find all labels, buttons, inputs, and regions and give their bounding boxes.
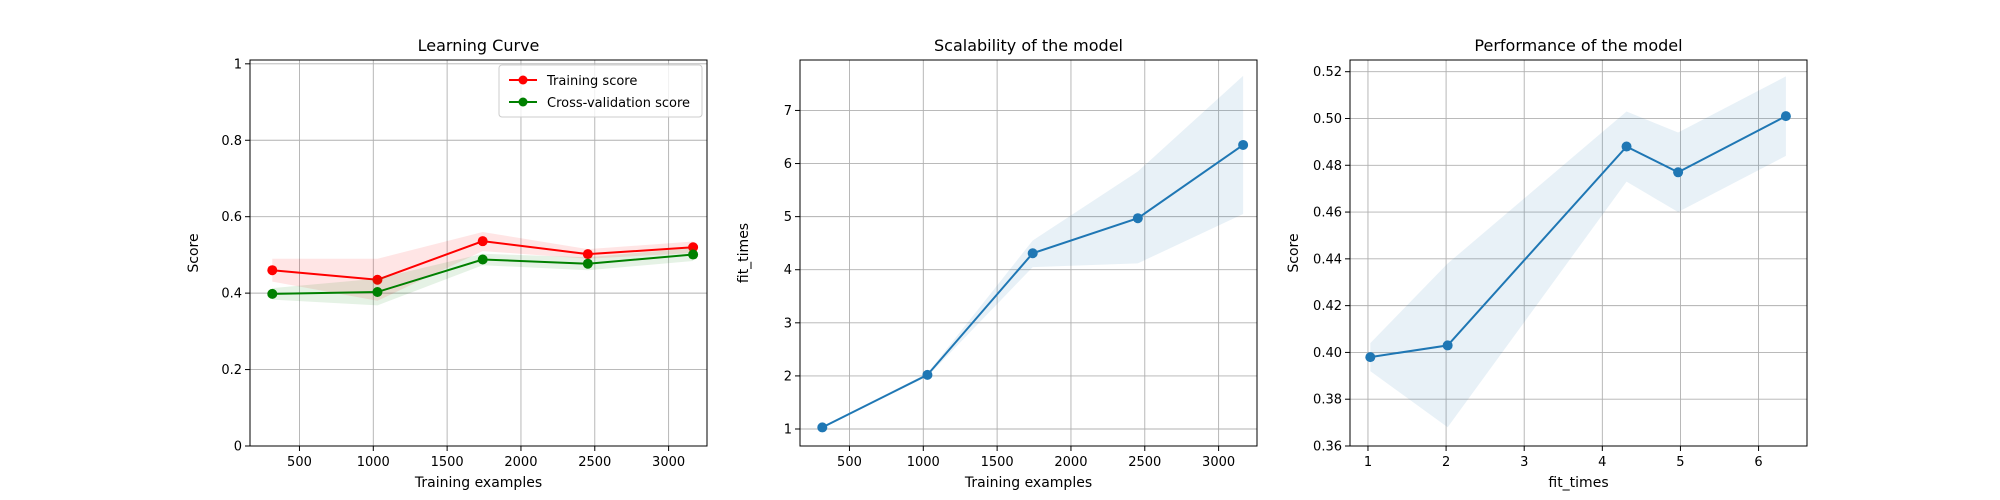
chart-1-series-0-point (922, 369, 933, 380)
chart-2-series-0-point (1365, 352, 1376, 363)
chart-1-series-0-point (817, 422, 828, 433)
chart-2-series-0-point (1621, 141, 1632, 152)
chart-2-series-0-point (1780, 111, 1791, 122)
chart-1-y-axis-label: fit_times (736, 223, 752, 283)
chart-0-legend-label: Cross-validation score (547, 96, 690, 111)
chart-2-y-tick-label: 0.40 (1313, 346, 1342, 361)
chart-2-axes-frame (1349, 59, 1808, 447)
chart-2-x-tick-label: 3 (1520, 455, 1528, 470)
chart-0-legend-swatch-marker (518, 97, 528, 107)
chart-0-training-score-point (267, 265, 278, 276)
chart-2-series-0-band (1370, 76, 1786, 428)
chart-1-x-axis-label: Training examples (964, 475, 1092, 491)
chart-2-y-tick-label: 0.38 (1313, 393, 1342, 408)
chart-0-training-score-point (477, 236, 488, 247)
chart-0-x-axis-label: Training examples (414, 475, 542, 491)
chart-0-y-tick-label: 0.4 (221, 287, 242, 302)
chart-1-x-tick-label: 1500 (981, 455, 1014, 470)
chart-2-series-0-point (1673, 167, 1684, 178)
chart-2-y-tick-label: 0.48 (1313, 159, 1342, 174)
chart-1-y-tick-label: 1 (784, 423, 792, 438)
chart-0-x-tick-label: 1000 (357, 455, 390, 470)
chart-1-y-tick-label: 5 (784, 210, 792, 225)
chart-0-y-tick-label: 1 (234, 57, 242, 72)
chart-0-legend-label: Training score (546, 74, 637, 89)
chart-0-cross-validation-score-point (372, 286, 383, 297)
chart-0-training-score-point (582, 249, 593, 260)
chart-0-legend (498, 64, 703, 118)
chart-1-x-tick-label: 2000 (1054, 455, 1087, 470)
chart-2-series-0-point (1442, 340, 1453, 351)
chart-0-x-tick-label: 500 (287, 455, 312, 470)
scalability-chart: 500 1000 1500 2000 2500 3000 1 2 3 4 5 6 7 Scalabilit… (736, 36, 1258, 491)
chart-2-x-axis-label: fit_times (1548, 475, 1608, 491)
chart-2-y-tick-label: 0.44 (1313, 252, 1342, 267)
chart-2-x-tick-label: 6 (1754, 455, 1762, 470)
chart-0-x-tick-label: 1500 (431, 455, 464, 470)
chart-0-cross-validation-score-point (477, 254, 488, 265)
chart-0-axes-frame (249, 59, 708, 447)
chart-0-y-axis-label: Score (186, 233, 202, 272)
chart-0-cross-validation-score-point (267, 288, 278, 299)
chart-1-series-0-point (1132, 213, 1143, 224)
performance-chart: 1 2 3 4 5 6 0.36 0.38 0.40 0.42 0.44 0.46 0.48 0.50 0.… (1286, 36, 1808, 491)
chart-2-y-tick-label: 0.50 (1313, 112, 1342, 127)
learning-curve-chart: 500 1000 1500 2000 2500 3000 0 0.2 0.4 0.6 0.8 1 Lea… (186, 36, 708, 491)
chart-2-x-tick-label: 5 (1676, 455, 1684, 470)
chart-2-x-tick-label: 4 (1598, 455, 1606, 470)
chart-2-y-tick-label: 0.36 (1313, 440, 1342, 455)
chart-1-y-tick-label: 7 (784, 104, 792, 119)
chart-0-y-tick-label: 0.2 (221, 363, 242, 378)
chart-0-training-score-point (688, 242, 699, 253)
chart-1-y-tick-label: 4 (784, 263, 792, 278)
chart-0-y-tick-label: 0 (234, 440, 242, 455)
chart-2-x-tick-label: 1 (1364, 455, 1372, 470)
chart-2-y-axis-label: Score (1286, 233, 1302, 272)
chart-1-x-tick-label: 500 (837, 455, 862, 470)
chart-1-axes-frame (799, 59, 1258, 447)
chart-2-y-tick-label: 0.52 (1313, 65, 1342, 80)
chart-0-y-tick-label: 0.6 (221, 210, 242, 225)
chart-1-y-tick-label: 6 (784, 157, 792, 172)
chart-0-cross-validation-score-point (688, 249, 699, 260)
chart-1-title: Scalability of the model (934, 36, 1123, 55)
chart-2-title: Performance of the model (1474, 36, 1682, 55)
chart-2-y-tick-label: 0.46 (1313, 206, 1342, 221)
chart-0-training-score-point (372, 274, 383, 285)
chart-1-x-tick-label: 3000 (1202, 455, 1235, 470)
chart-0-x-tick-label: 3000 (652, 455, 685, 470)
chart-1-series-0-point (1027, 248, 1038, 259)
chart-1-series-0-point (1238, 139, 1249, 150)
chart-2-y-tick-label: 0.42 (1313, 299, 1342, 314)
chart-0-title: Learning Curve (418, 36, 540, 55)
chart-1-x-tick-label: 1000 (907, 455, 940, 470)
chart-1-y-tick-label: 3 (784, 316, 792, 331)
chart-2-x-tick-label: 2 (1442, 455, 1450, 470)
chart-0-cross-validation-score-point (582, 258, 593, 269)
chart-0-x-tick-label: 2500 (578, 455, 611, 470)
chart-1-y-tick-label: 2 (784, 369, 792, 384)
chart-0-legend-swatch-marker (518, 75, 528, 85)
chart-0-x-tick-label: 2000 (504, 455, 537, 470)
chart-1-x-tick-label: 2500 (1128, 455, 1161, 470)
chart-0-y-tick-label: 0.8 (221, 134, 242, 149)
